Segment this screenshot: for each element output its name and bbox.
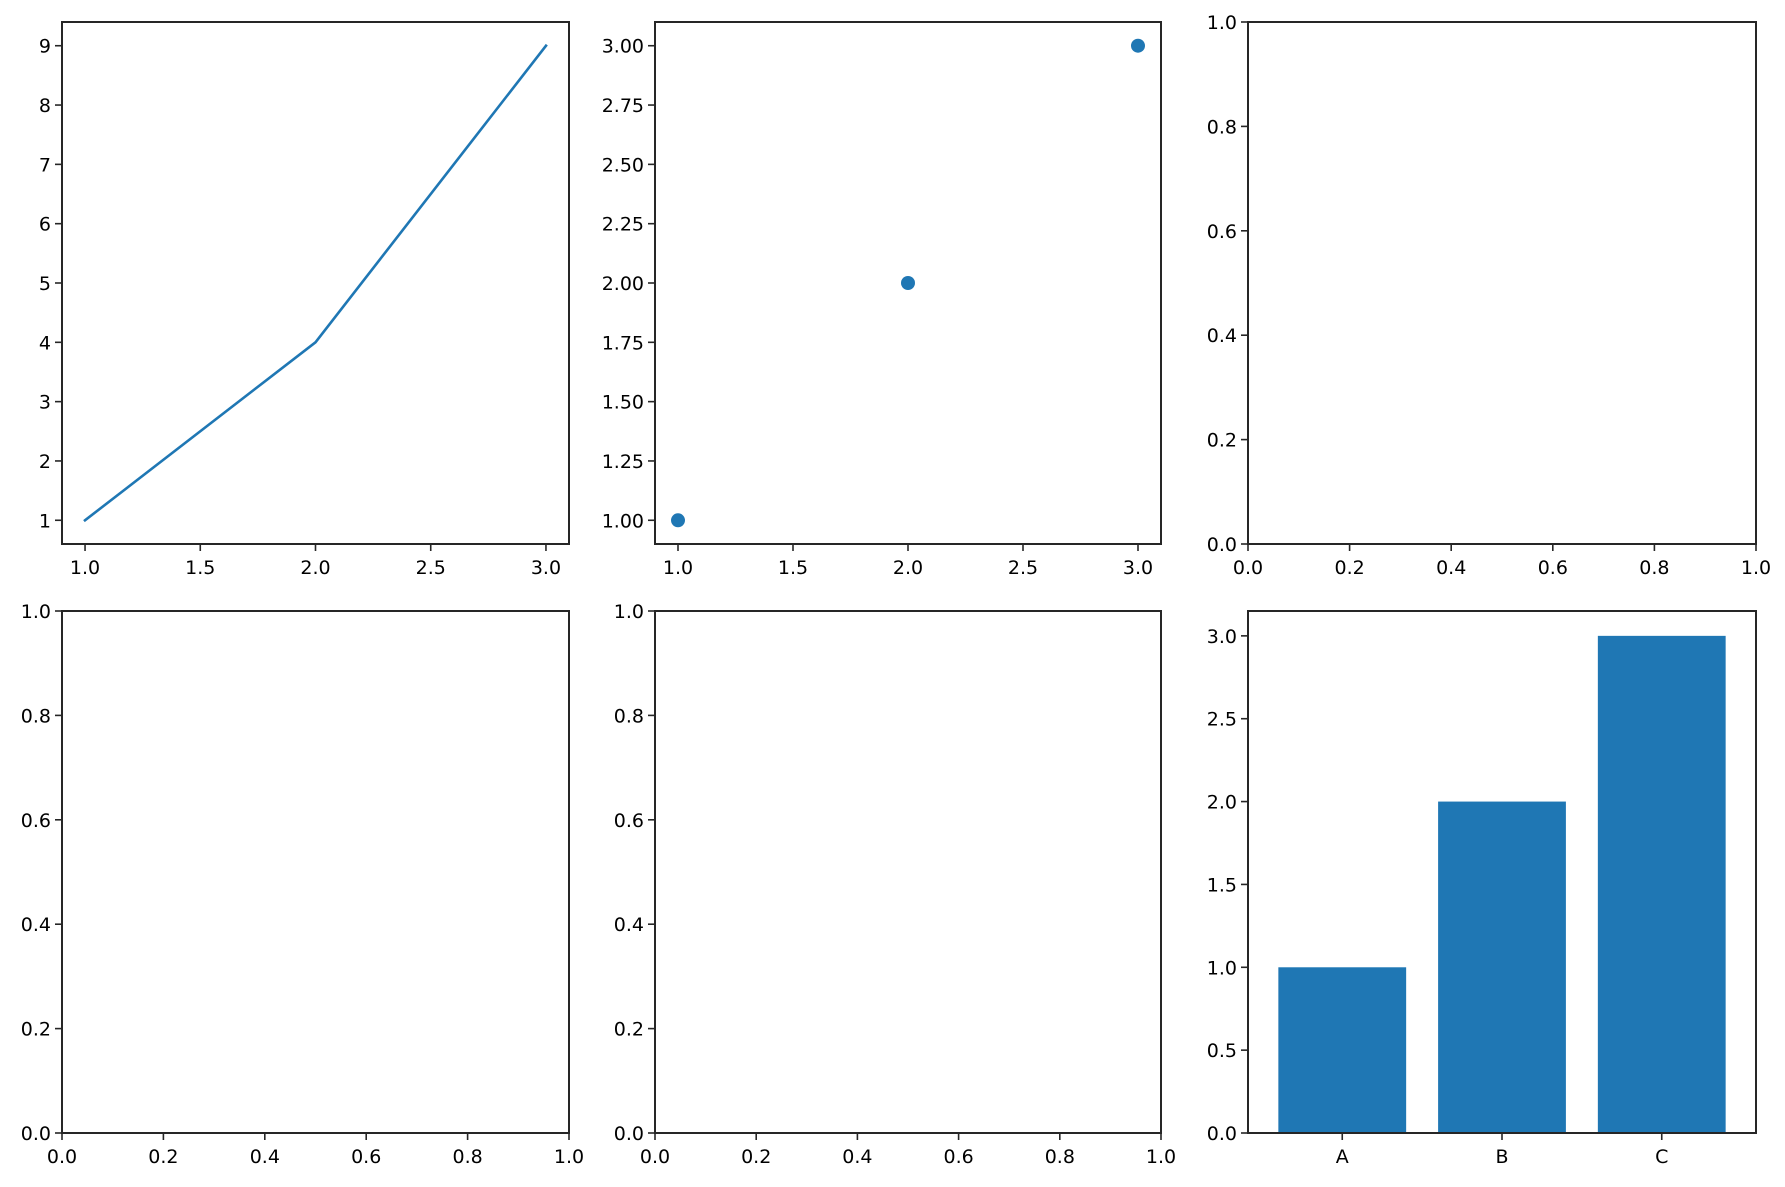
y-tick-label: 1.75 [602, 332, 644, 354]
y-tick-label: 0.8 [21, 705, 51, 727]
y-tick-label: 0.0 [1207, 1123, 1237, 1145]
axes-frame [654, 610, 1162, 1134]
y-tick-label: 0.2 [614, 1019, 644, 1041]
x-tick-label: B [1495, 1146, 1508, 1168]
y-tick-label: 2 [39, 451, 51, 473]
subplot-bar-6: A B C 0.0 0.5 1.0 1.5 2.0 2.5 3.0 [1207, 610, 1757, 1168]
bar-A [1278, 967, 1407, 1133]
y-tick-label: 0.6 [21, 810, 51, 832]
x-tick-label: 0.6 [1538, 557, 1568, 579]
x-tick-label: 1.0 [1146, 1146, 1176, 1168]
x-tick-label: 0.8 [1639, 557, 1669, 579]
y-tick-label: 3.00 [602, 36, 644, 58]
axes-frame [61, 610, 570, 1134]
y-tick-label: 5 [39, 273, 51, 295]
x-tick-label: 2.0 [300, 557, 330, 579]
x-tick-label: 2.5 [1008, 557, 1038, 579]
x-tick-label: 0.6 [351, 1146, 381, 1168]
y-tick-label: 0.0 [21, 1123, 51, 1145]
scatter-point [1131, 38, 1145, 53]
y-tick-label: 4 [39, 332, 51, 354]
subplot-empty-3: 0.0 0.2 0.4 0.6 0.8 1.0 0.0 0.2 0.4 0.6 0.8 1.0 [1207, 12, 1771, 579]
x-tick-label: 0.2 [741, 1146, 771, 1168]
subplot-scatter-2: 1.0 1.5 2.0 2.5 3.0 1.00 1.25 1.50 1.75 2.00 2.25 2… [602, 21, 1162, 579]
y-tick-label: 1.0 [614, 601, 644, 623]
y-tick-label: 0.4 [1207, 325, 1237, 347]
x-tick-label: 0.6 [943, 1146, 973, 1168]
scatter-point [671, 513, 685, 528]
y-tick-label: 0.4 [614, 914, 644, 936]
x-tick-label: 1.0 [1741, 557, 1771, 579]
y-tick-label: 3 [39, 392, 51, 414]
x-tick-label: 0.4 [842, 1146, 872, 1168]
bar-C [1597, 635, 1726, 1133]
y-tick-label: 2.50 [602, 154, 644, 176]
y-tick-label: 2.25 [602, 214, 644, 236]
line-series [83, 43, 548, 523]
scatter-point [901, 276, 915, 290]
y-tick-label: 1.0 [21, 601, 51, 623]
y-tick-label: 1.50 [602, 392, 644, 414]
x-tick-label: 2.0 [893, 557, 923, 579]
x-tick-label: C [1655, 1146, 1668, 1168]
x-tick-label: 0.2 [148, 1146, 178, 1168]
y-tick-label: 0.0 [1207, 534, 1237, 556]
bar-B [1438, 801, 1566, 1133]
x-tick-label: 3.0 [1123, 557, 1153, 579]
y-tick-label: 0.2 [21, 1019, 51, 1041]
y-tick-label: 1.0 [1207, 12, 1237, 34]
x-tick-label: 2.5 [416, 557, 446, 579]
y-tick-label: 0.5 [1207, 1040, 1237, 1062]
x-tick-label: 0.0 [1233, 557, 1263, 579]
y-tick-label: 2.0 [1207, 792, 1237, 814]
x-tick-label: 1.0 [554, 1146, 584, 1168]
y-tick-label: 1.0 [1207, 957, 1237, 979]
y-tick-label: 2.75 [602, 95, 644, 117]
y-tick-label: 0.6 [614, 810, 644, 832]
x-tick-label: 0.0 [47, 1146, 77, 1168]
x-tick-label: A [1336, 1146, 1349, 1168]
y-tick-label: 8 [39, 95, 51, 117]
y-tick-label: 3.0 [1207, 626, 1237, 648]
y-tick-label: 1.25 [602, 451, 644, 473]
y-tick-label: 0.6 [1207, 221, 1237, 243]
x-tick-label: 1.0 [70, 557, 100, 579]
y-tick-label: 6 [39, 214, 51, 236]
subplot-empty-5: 0.0 0.2 0.4 0.6 0.8 1.0 0.0 0.2 0.4 0.6 0.8 1.0 [614, 601, 1176, 1168]
y-tick-label: 0.2 [1207, 430, 1237, 452]
x-tick-label: 1.5 [185, 557, 215, 579]
x-tick-label: 0.8 [1045, 1146, 1075, 1168]
x-tick-label: 0.4 [1436, 557, 1466, 579]
y-tick-label: 2.5 [1207, 709, 1237, 731]
x-tick-label: 1.0 [663, 557, 693, 579]
subplot-line-1: 1.0 1.5 2.0 2.5 3.0 1 2 3 4 5 6 7 8 9 [39, 21, 570, 579]
x-tick-label: 1.5 [778, 557, 808, 579]
y-tick-label: 9 [39, 36, 51, 58]
subplot-empty-4: 0.0 0.2 0.4 0.6 0.8 1.0 0.0 0.2 0.4 0.6 0.8 1.0 [21, 601, 584, 1168]
y-tick-label: 1.00 [602, 510, 644, 532]
y-tick-label: 7 [39, 154, 51, 176]
x-tick-label: 3.0 [531, 557, 561, 579]
x-tick-label: 0.2 [1334, 557, 1364, 579]
y-tick-label: 0.0 [614, 1123, 644, 1145]
y-tick-label: 0.8 [1207, 116, 1237, 138]
y-tick-label: 1.5 [1207, 874, 1237, 896]
x-tick-label: 0.8 [452, 1146, 482, 1168]
y-tick-label: 0.8 [614, 705, 644, 727]
y-tick-label: 1 [39, 510, 51, 532]
axes-frame [61, 21, 570, 545]
x-tick-label: 0.0 [640, 1146, 670, 1168]
x-tick-label: 0.4 [250, 1146, 280, 1168]
axes-frame [1247, 21, 1757, 545]
y-tick-label: 2.00 [602, 273, 644, 295]
y-tick-label: 0.4 [21, 914, 51, 936]
